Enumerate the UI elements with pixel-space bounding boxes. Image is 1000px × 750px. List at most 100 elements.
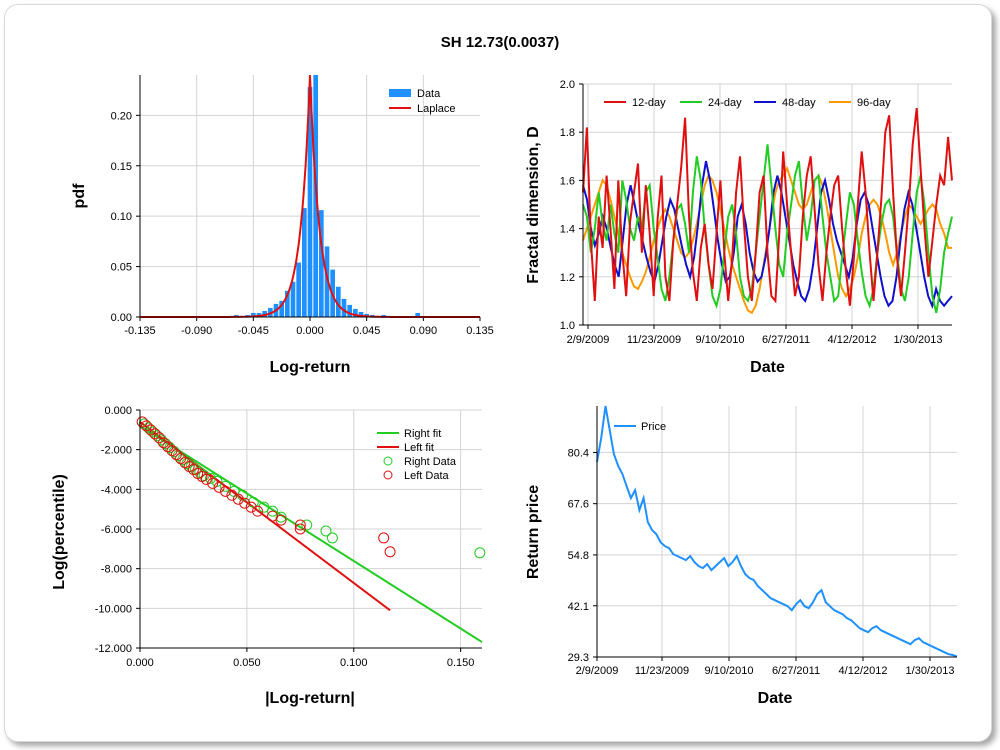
histogram-bar (341, 298, 347, 317)
histogram-bar (415, 312, 420, 317)
histogram-bar (251, 312, 256, 317)
legend-label: Right Data (404, 456, 457, 468)
x-axis-title: Date (750, 359, 785, 376)
left-data-point (170, 449, 182, 461)
y-tick-label: 80.4 (568, 447, 589, 459)
histogram-bar (290, 281, 296, 317)
y-tick-label: -6.000 (101, 524, 132, 536)
right-data-point (247, 496, 259, 508)
chart-frame (4, 4, 992, 742)
left-data-point (252, 505, 264, 517)
fractal-chart: 2/9/2009 11/23/2009 9/10/2010 6/27/2011 4/12… (525, 79, 953, 376)
y-tick-label: -2.000 (101, 445, 132, 457)
right-fit-line (139, 425, 483, 643)
x-axis-title: Log-return (270, 359, 351, 376)
x-tick-label: 0.150 (447, 657, 475, 669)
x-tick-label: 1/30/2013 (906, 665, 955, 677)
y-tick-label: 0.00 (111, 312, 132, 324)
histogram-bar (307, 87, 313, 317)
left-data-point (179, 457, 191, 469)
legend-label: Price (641, 421, 666, 433)
y-tick-label: 67.6 (568, 499, 589, 511)
x-tick-label: 0.000 (296, 325, 324, 337)
y-tick-label: 1.0 (560, 320, 575, 332)
x-tick-label: 11/23/2009 (635, 665, 689, 677)
y-tick-label: 0.05 (111, 262, 132, 274)
legend-label: Left Data (404, 470, 450, 482)
x-tick-label: 0.135 (466, 325, 494, 337)
histogram-bar (296, 262, 301, 317)
y-axis-title: Return price (525, 485, 542, 579)
y-tick-label: 29.3 (568, 652, 589, 664)
x-tick-label: 9/10/2010 (696, 334, 745, 346)
x-tick-label: 0.000 (126, 657, 154, 669)
right-data-point (147, 426, 159, 438)
right-data-point (474, 547, 486, 559)
right-data-point (138, 418, 150, 430)
y-tick-label: -12.000 (95, 643, 132, 655)
left-data-point (294, 519, 306, 531)
y-tick-label: -4.000 (101, 484, 132, 496)
left-data-point (226, 489, 238, 501)
x-tick-label: 4/12/2012 (828, 334, 877, 346)
x-tick-label: 6/27/2011 (772, 665, 820, 677)
legend-label: Data (417, 88, 441, 100)
y-tick-label: 42.1 (568, 601, 589, 613)
x-tick-label: -0.045 (238, 325, 269, 337)
left-data-point (187, 464, 199, 475)
series-line-12-day (582, 107, 953, 306)
legend-label: Laplace (417, 103, 456, 115)
x-tick-label: 6/27/2011 (762, 334, 810, 346)
histogram-bar (262, 310, 267, 317)
histogram-bar (302, 208, 307, 317)
y-tick-label: 2.0 (560, 79, 575, 91)
y-tick-label: 0.10 (111, 211, 132, 223)
right-data-point (155, 434, 167, 446)
y-axis-title: Fractal dimension, D (525, 126, 542, 283)
histogram-bar (319, 210, 324, 317)
y-tick-label: -10.000 (95, 603, 132, 615)
left-data-point (207, 477, 219, 489)
histogram-bar (353, 308, 358, 317)
left-data-point (378, 532, 390, 544)
right-data-point (237, 489, 249, 501)
right-data-point (143, 422, 155, 434)
left-data-point (140, 420, 152, 432)
x-axis-title: |Log-return| (265, 690, 355, 707)
y-axis-title: pdf (71, 183, 88, 209)
legend-label: 24-day (708, 97, 742, 109)
y-tick-label: 0.20 (111, 110, 132, 122)
right-data-point (326, 532, 338, 544)
legend-label: 96-day (857, 97, 891, 109)
left-data-point (213, 481, 225, 493)
x-axis-title: Date (758, 690, 793, 707)
legend-label: Left fit (404, 442, 434, 454)
x-tick-label: 4/12/2012 (839, 665, 888, 677)
chart-title: SH 12.73(0.0037) (440, 34, 560, 51)
legend-swatch-right-data (383, 456, 393, 466)
x-tick-label: 0.090 (410, 325, 438, 337)
y-tick-label: 1.6 (560, 175, 575, 187)
left-data-point (232, 493, 244, 505)
legend-swatch-left-data (383, 470, 393, 480)
left-data-point (149, 428, 161, 440)
y-tick-label: 0.15 (111, 161, 132, 173)
left-data-point (294, 523, 306, 535)
right-data-point (205, 472, 217, 484)
y-tick-label: 1.8 (560, 127, 575, 139)
right-data-point (320, 525, 332, 537)
left-data-point (162, 441, 174, 453)
x-tick-label: 2/9/2009 (576, 665, 619, 677)
price-line (596, 405, 958, 658)
left-data-point (166, 445, 178, 457)
legend-label: 48-day (782, 97, 816, 109)
price-chart: 2/9/2009 11/23/2009 9/10/2010 6/27/2011 4/12… (525, 405, 958, 707)
x-tick-label: 1/30/2013 (894, 334, 943, 346)
pdf-chart: -0.135 -0.090 -0.045 0.000 0.045 0.090 0.135 0.… (71, 74, 494, 376)
left-data-point (220, 485, 231, 497)
y-tick-label: 54.8 (568, 550, 589, 562)
left-data-point (239, 497, 251, 509)
left-data-point (175, 453, 187, 465)
left-data-point (245, 501, 257, 513)
